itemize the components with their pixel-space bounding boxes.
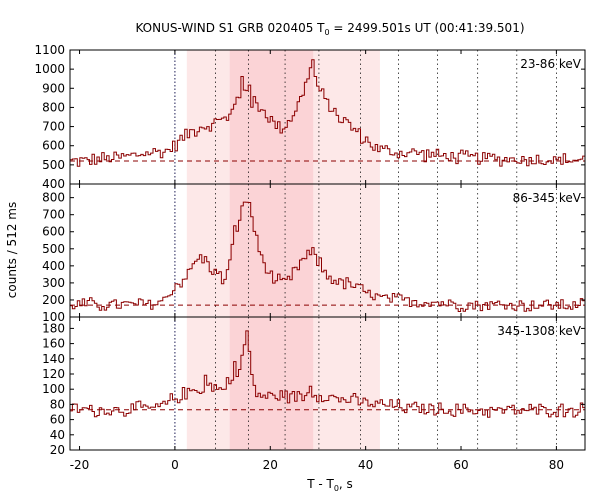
y-tick-label: 180 xyxy=(42,321,65,335)
chart-title-main: KONUS-WIND S1 GRB 020405 T xyxy=(135,21,325,35)
interval-band-2 xyxy=(229,317,314,450)
y-tick-label: 40 xyxy=(50,428,65,442)
y-tick-label: 600 xyxy=(42,225,65,239)
x-tick-label: -20 xyxy=(70,458,90,472)
y-tick-label: 100 xyxy=(42,310,65,324)
x-tick-label: 40 xyxy=(358,458,373,472)
panel-2: 100 200 300 400 500 600 700 800 86-345 keV xyxy=(42,183,586,324)
light-curve xyxy=(70,330,585,418)
y-tick-label: 20 xyxy=(50,443,65,457)
x-axis-label: T - T0, s xyxy=(306,477,353,493)
energy-band-label: 23-86 keV xyxy=(520,57,582,71)
y-tick-label: 400 xyxy=(42,259,65,273)
y-tick-label: 600 xyxy=(42,139,65,153)
y-tick-label: 160 xyxy=(42,337,65,351)
energy-band-label: 86-345 keV xyxy=(513,191,582,205)
light-curve xyxy=(70,59,585,167)
y-tick-label: 700 xyxy=(42,208,65,222)
y-tick-label: 500 xyxy=(42,158,65,172)
y-tick-label: 1100 xyxy=(34,43,65,57)
y-tick-label: 100 xyxy=(42,382,65,396)
x-tick-label: 60 xyxy=(453,458,468,472)
chart-title: KONUS-WIND S1 GRB 020405 T0 = 2499.501s … xyxy=(135,21,524,37)
x-axis-label-subscript: 0 xyxy=(334,484,339,493)
y-tick-label: 800 xyxy=(42,191,65,205)
panel-1: 400 500 600 700 800 900 1000 1100 23-86 keV xyxy=(34,43,586,191)
y-tick-label: 60 xyxy=(50,413,65,427)
x-tick-label: 0 xyxy=(171,458,179,472)
y-tick-label: 1000 xyxy=(34,62,65,76)
y-tick-label: 900 xyxy=(42,81,65,95)
y-tick-label: 140 xyxy=(42,352,65,366)
interval-band-2 xyxy=(229,184,314,317)
y-tick-label: 120 xyxy=(42,367,65,381)
chart-title-subscript: 0 xyxy=(325,28,330,37)
x-axis-label-rest: , s xyxy=(339,477,353,491)
chart-title-rest: = 2499.501s UT (00:41:39.501) xyxy=(330,21,525,35)
light-curve xyxy=(70,201,585,312)
y-tick-label: 500 xyxy=(42,242,65,256)
y-tick-label: 200 xyxy=(42,293,65,307)
y-tick-label: 300 xyxy=(42,276,65,290)
energy-band-label: 345-1308 keV xyxy=(497,324,581,338)
x-tick-label: 20 xyxy=(263,458,278,472)
y-tick-label: 800 xyxy=(42,100,65,114)
y-axis-label: counts / 512 ms xyxy=(5,202,19,298)
x-tick-label: 80 xyxy=(549,458,564,472)
y-tick-label: 700 xyxy=(42,120,65,134)
y-tick-label: 400 xyxy=(42,177,65,191)
y-tick-label: 80 xyxy=(50,397,65,411)
x-axis-label-main: T - T xyxy=(306,477,334,491)
panel-frame xyxy=(69,316,586,451)
